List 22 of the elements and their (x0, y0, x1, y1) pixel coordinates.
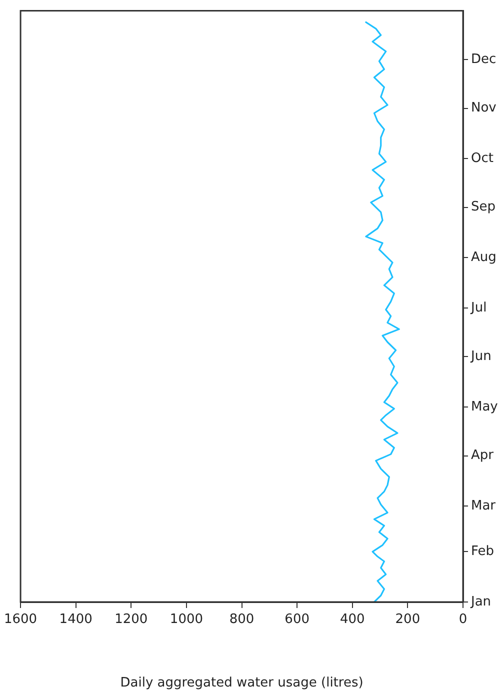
y-tick-label: Jun (470, 349, 492, 364)
x-tick-label: 1000 (170, 612, 204, 628)
y-tick-label: Apr (471, 448, 494, 464)
y-tick-label: Aug (471, 250, 496, 266)
x-tick-label: 600 (284, 612, 310, 628)
y-tick-label: Oct (471, 150, 494, 166)
x-tick-label: 400 (340, 612, 365, 628)
x-tick-label: 1400 (59, 612, 92, 628)
x-tick-label: 800 (229, 612, 254, 628)
x-tick-label: 1600 (4, 612, 38, 628)
y-tick-label: Sep (471, 200, 496, 215)
y-tick-label: Dec (471, 52, 496, 67)
y-tick-label: Nov (471, 100, 497, 116)
y-tick-label: Jan (470, 594, 492, 610)
y-tick-label: May (471, 399, 498, 414)
x-tick-label: 0 (458, 612, 468, 628)
y-tick-label: Mar (471, 498, 496, 514)
x-axis-title: Daily aggregated water usage (litres) (120, 676, 364, 691)
x-tick-label: 1200 (114, 612, 148, 628)
y-tick-label: Feb (471, 544, 494, 560)
x-tick-label: 200 (395, 612, 420, 628)
y-tick-label: Jul (470, 300, 487, 316)
